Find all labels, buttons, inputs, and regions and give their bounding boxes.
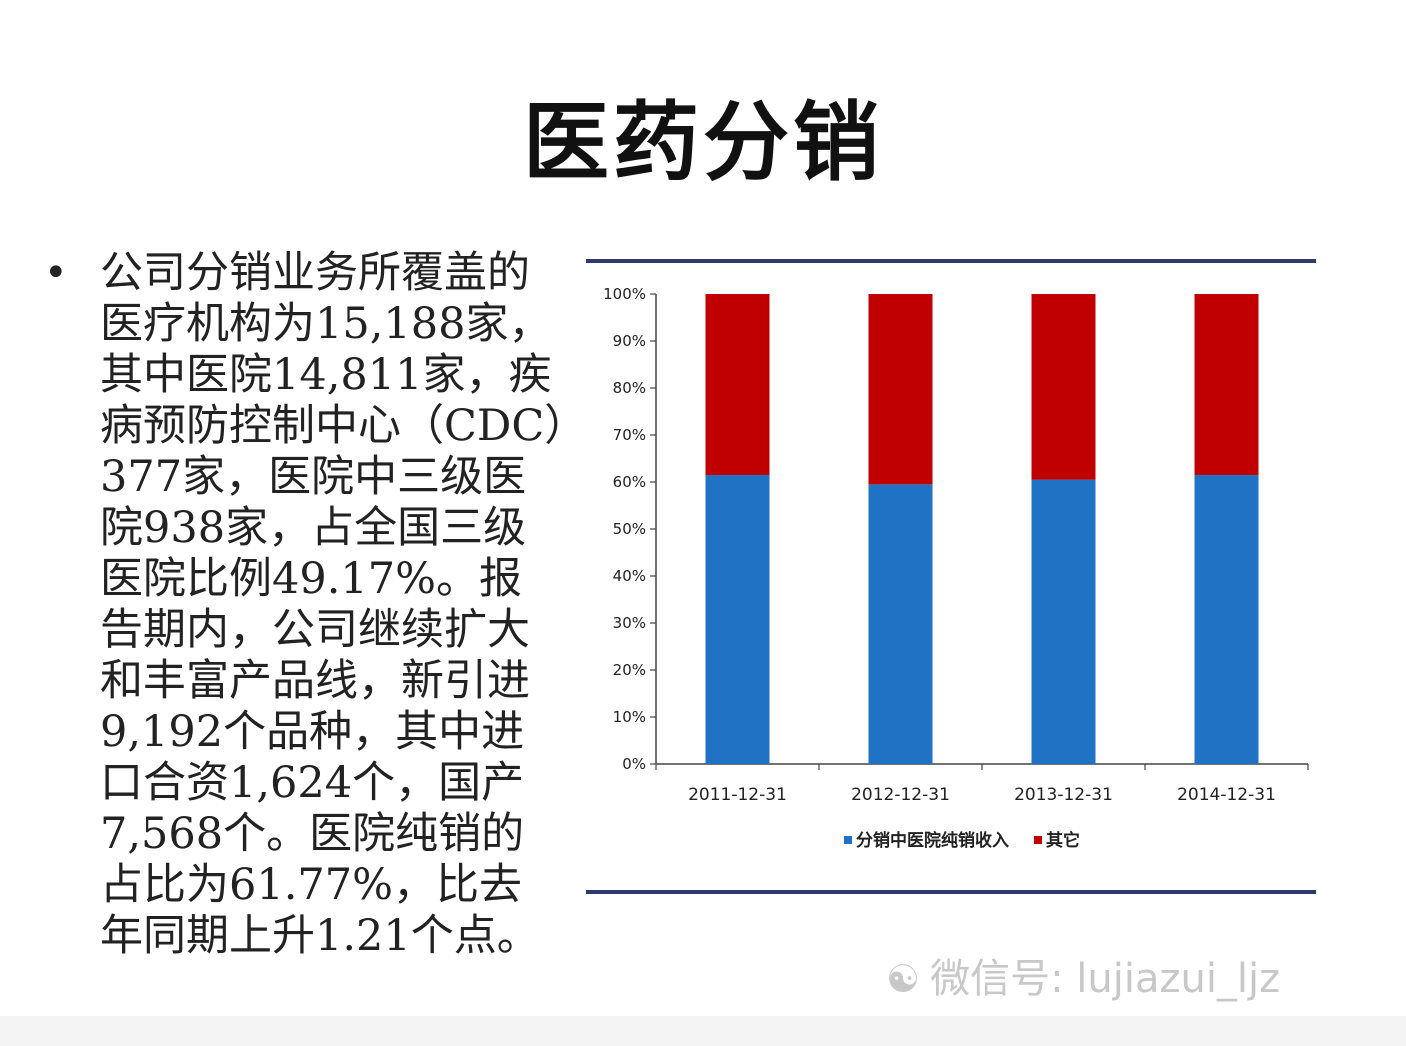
bar-segment-hospital-direct-sales bbox=[1194, 474, 1259, 764]
y-tick-label: 50% bbox=[613, 520, 646, 538]
bullet-point-icon: • bbox=[44, 250, 68, 296]
bullet-text-line: 7,568个。医院纯销的 bbox=[100, 809, 525, 859]
chart-canvas: 0% 10% 20% 30% 40% 50% 60% 70% 80% 90% 100% 2011-12… bbox=[586, 259, 1316, 894]
watermark: ☯ 微信号: lujiazui_ljz bbox=[886, 946, 1280, 1004]
bullet-text-line: 公司分销业务所覆盖的 bbox=[100, 248, 530, 298]
bullet-text-line: 377家，医院中三级医 bbox=[100, 452, 527, 502]
wechat-icon: ☯ bbox=[886, 957, 921, 1001]
bullet-text-line: 病预防控制中心（CDC） bbox=[100, 401, 580, 451]
x-tick-label: 2011-12-31 bbox=[688, 785, 787, 805]
bullet-text-line: 和丰富产品线，新引进 bbox=[100, 656, 530, 706]
x-tick-label: 2013-12-31 bbox=[1014, 785, 1113, 805]
bullet-text-line: 其中医院14,811家，疾 bbox=[100, 350, 552, 400]
bullet-text-line: 告期内，公司继续扩大 bbox=[100, 605, 530, 655]
bar-segment-hospital-direct-sales bbox=[868, 484, 933, 764]
legend-label: 其它 bbox=[1046, 830, 1080, 851]
bar-segment-other bbox=[1194, 294, 1259, 475]
y-tick-label: 10% bbox=[613, 708, 646, 726]
y-tick-label: 0% bbox=[622, 755, 646, 773]
bottom-strip bbox=[0, 1016, 1406, 1046]
y-tick-label: 40% bbox=[613, 567, 646, 585]
bullet-text-line: 口合资1,624个，国产 bbox=[100, 758, 525, 808]
y-tick-label: 20% bbox=[613, 661, 646, 679]
slide-title: 医药分销 bbox=[523, 92, 883, 193]
legend-label: 分销中医院纯销收入 bbox=[856, 830, 1009, 851]
x-tick-label: 2012-12-31 bbox=[851, 785, 950, 805]
bullet-text-line: 院938家，占全国三级 bbox=[100, 503, 527, 553]
y-tick-label: 80% bbox=[613, 379, 646, 397]
x-tick-label: 2014-12-31 bbox=[1177, 785, 1276, 805]
y-tick-label: 70% bbox=[613, 426, 646, 444]
bullet-text-line: 年同期上升1.21个点。 bbox=[100, 911, 540, 961]
y-tick-label: 30% bbox=[613, 614, 646, 632]
bar-segment-other bbox=[1031, 294, 1096, 480]
stacked-bar-chart: 0% 10% 20% 30% 40% 50% 60% 70% 80% 90% 100% 2011-12… bbox=[586, 258, 1316, 898]
bar-segment-hospital-direct-sales bbox=[705, 474, 770, 764]
bullet-text-line: 9,192个品种，其中进 bbox=[100, 707, 525, 757]
bullet-text: 公司分销业务所覆盖的 医疗机构为15,188家， 其中医院14,811家，疾 病… bbox=[100, 248, 580, 962]
y-tick-label: 90% bbox=[613, 332, 646, 350]
bullet-text-line: 医院比例49.17%。报 bbox=[100, 554, 522, 604]
bar-segment-other bbox=[868, 294, 933, 485]
legend-swatch bbox=[844, 836, 852, 844]
y-tick-label: 100% bbox=[603, 285, 646, 303]
bullet-text-line: 占比为61.77%，比去 bbox=[100, 860, 522, 910]
y-tick-label: 60% bbox=[613, 473, 646, 491]
bar-segment-other bbox=[705, 294, 770, 475]
bar-segment-hospital-direct-sales bbox=[1031, 479, 1096, 764]
legend-swatch bbox=[1034, 836, 1042, 844]
bullet-text-line: 医疗机构为15,188家， bbox=[100, 299, 552, 349]
watermark-text: 微信号: lujiazui_ljz bbox=[930, 956, 1281, 1002]
